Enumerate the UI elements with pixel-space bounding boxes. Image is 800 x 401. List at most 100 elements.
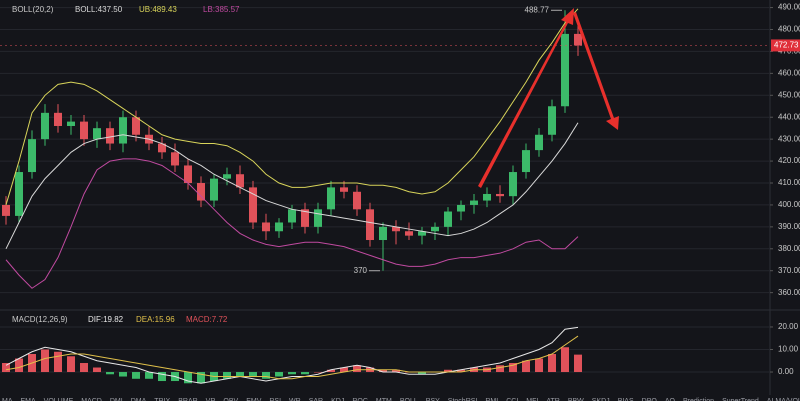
- candle-body: [379, 226, 387, 241]
- indicator-tab[interactable]: MA: [2, 398, 13, 401]
- indicator-tab[interactable]: OBV: [223, 398, 238, 401]
- indicator-tab[interactable]: ROC: [352, 398, 368, 401]
- indicator-tab[interactable]: MTM: [376, 398, 392, 401]
- candle-body: [28, 139, 36, 173]
- indicator-tab[interactable]: MACD: [81, 398, 102, 401]
- up-arrow: [478, 8, 574, 188]
- y-tick-label: 460.00: [778, 68, 800, 77]
- macd-bar: [93, 367, 101, 373]
- legend-entry: LB:385.57: [203, 5, 240, 14]
- macd-bar: [457, 369, 465, 373]
- y-tick-label: 0.00: [778, 367, 794, 376]
- candle-body: [275, 222, 283, 232]
- macd-bar: [249, 372, 257, 377]
- candle-body: [314, 209, 322, 227]
- boll-line: [5, 8, 579, 206]
- macd-bar: [275, 372, 283, 377]
- candle-body: [2, 204, 10, 216]
- down-arrow: [573, 12, 619, 130]
- boll-line: [5, 158, 579, 289]
- macd-bar: [548, 354, 556, 373]
- legend-entry: UB:489.43: [139, 5, 177, 14]
- y-tick-label: 420.00: [778, 156, 800, 165]
- indicator-tab[interactable]: AO: [665, 398, 676, 401]
- macd-bar: [418, 372, 426, 375]
- candle-body: [288, 209, 296, 223]
- indicator-tab[interactable]: EMA: [21, 398, 37, 401]
- indicator-tab[interactable]: VOLUME: [44, 398, 74, 401]
- indicator-tab[interactable]: ATR: [546, 398, 559, 401]
- indicator-tab[interactable]: Prediction: [683, 398, 714, 401]
- y-tick-label: 20.00: [778, 322, 799, 331]
- indicator-tab[interactable]: EMV: [246, 398, 262, 401]
- candle-body: [54, 112, 62, 126]
- indicator-tab[interactable]: RMI: [485, 398, 498, 401]
- macd-bar: [496, 365, 504, 373]
- indicator-tab[interactable]: TRIX: [154, 398, 170, 401]
- macd-bar: [288, 372, 296, 375]
- candle-body: [236, 174, 244, 188]
- indicator-tab[interactable]: RSI: [269, 398, 281, 401]
- indicator-tab[interactable]: BBW: [568, 398, 584, 401]
- candle-body: [171, 152, 179, 166]
- candle-body: [444, 211, 452, 227]
- macd-bar: [119, 372, 127, 377]
- indicator-tab[interactable]: SKDJ: [592, 398, 610, 401]
- candle-body: [80, 121, 88, 140]
- y-tick-label: 490.00: [778, 3, 800, 12]
- macd-bar: [535, 358, 543, 373]
- indicator-tab[interactable]: WR: [289, 398, 301, 401]
- indicator-tab[interactable]: SuperTrend: [722, 398, 759, 401]
- candle-body: [41, 112, 49, 140]
- candle-body: [67, 121, 75, 126]
- candle-body: [574, 33, 582, 46]
- macd-bar: [509, 363, 517, 373]
- indicator-tab[interactable]: CCI: [506, 398, 518, 401]
- candle-body: [405, 231, 413, 236]
- y-tick-label: 480.00: [778, 25, 800, 34]
- legend-entry: BOLL:437.50: [75, 5, 123, 14]
- macd-bar: [106, 372, 114, 375]
- indicator-tab[interactable]: DPO: [642, 398, 658, 401]
- candle-body: [470, 200, 478, 205]
- macd-line: [5, 326, 579, 384]
- macd-bar: [184, 372, 192, 384]
- candle-body: [535, 134, 543, 151]
- y-tick-label: 370.00: [778, 266, 800, 275]
- candle-body: [184, 165, 192, 184]
- indicator-tab[interactable]: DMI: [110, 398, 123, 401]
- macd-bar: [80, 363, 88, 373]
- macd-bar: [54, 351, 62, 373]
- candle-body: [548, 106, 556, 135]
- last-price-tag: [771, 39, 800, 52]
- indicator-tab[interactable]: BRAR: [178, 398, 197, 401]
- candle-body: [522, 150, 530, 173]
- indicator-tab[interactable]: BOLL: [400, 398, 418, 401]
- indicator-tab[interactable]: StochRSI: [448, 398, 478, 401]
- indicator-tab[interactable]: DMA: [131, 398, 147, 401]
- indicator-tab[interactable]: MFI: [526, 398, 538, 401]
- candle-body: [223, 174, 231, 179]
- y-tick-label: 360.00: [778, 288, 800, 297]
- indicator-tab[interactable]: SAR: [309, 398, 323, 401]
- y-tick-label: 450.00: [778, 90, 800, 99]
- legend-entry: DEA:15.96: [136, 315, 175, 324]
- macd-bar: [574, 354, 582, 373]
- annotation: 488.77: [525, 5, 550, 14]
- candle-body: [15, 172, 23, 216]
- trend-arrows: [478, 8, 619, 188]
- macd-bar: [340, 367, 348, 373]
- candle-body: [132, 117, 140, 135]
- candle-body: [262, 222, 270, 232]
- indicator-tab[interactable]: PSY: [426, 398, 440, 401]
- boll-line: [5, 122, 579, 250]
- indicator-label: BOLL(20,2): [12, 5, 54, 14]
- indicator-tab[interactable]: ALMA/VOL: [767, 398, 800, 401]
- indicator-tab[interactable]: VR: [206, 398, 216, 401]
- indicator-tab[interactable]: BIAS: [618, 398, 634, 401]
- y-tick-label: 430.00: [778, 134, 800, 143]
- macd-bar: [197, 372, 205, 384]
- indicator-tab[interactable]: KDJ: [331, 398, 344, 401]
